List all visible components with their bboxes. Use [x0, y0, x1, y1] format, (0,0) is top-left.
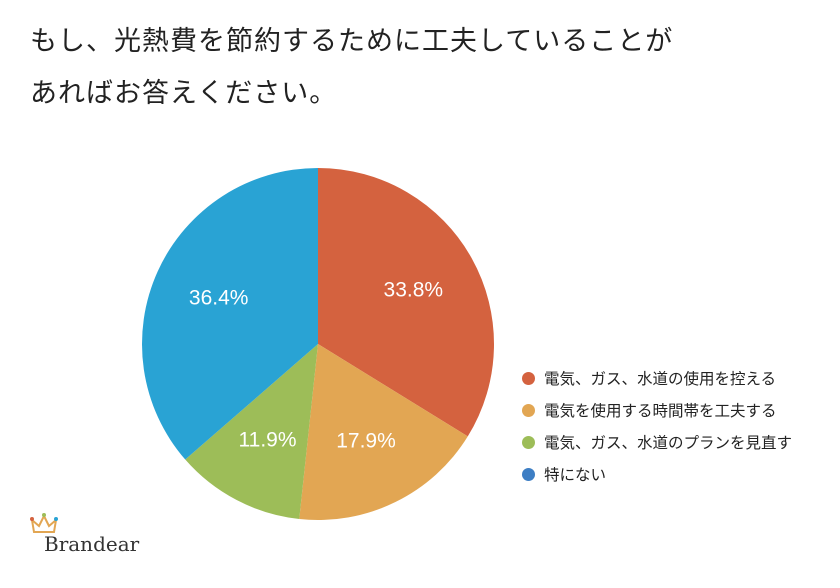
pie-slice [299, 344, 468, 520]
question-line-1: もし、光熱費を節約するために工夫していることが [30, 26, 674, 57]
brand-logo: Brandear [28, 512, 188, 562]
pie-slice [142, 168, 318, 460]
legend-label: 電気、ガス、水道のプランを見直す [544, 434, 793, 452]
legend-swatch [522, 371, 535, 385]
legend-label: 電気、ガス、水道の使用を控える [544, 370, 777, 388]
question-line-2: あればお答えください。 [30, 78, 338, 109]
slice-value-label: 33.8% [384, 278, 444, 301]
legend-swatch [522, 403, 535, 417]
slice-value-label: 11.9% [239, 428, 297, 451]
pie-slice [185, 344, 318, 519]
chart-legend: 電気、ガス、水道の使用を控える 電気を使用する時間帯を工夫する 電気、ガス、水道… [522, 362, 792, 490]
brand-name: Brandear [44, 532, 140, 556]
crown-icon [30, 513, 58, 533]
slice-value-label: 36.4% [189, 286, 249, 309]
question-title: もし、光熱費を節約するために工夫していることが あればお答えください。 [30, 16, 810, 120]
legend-item: 特にない [522, 458, 792, 490]
legend-item: 電気、ガス、水道の使用を控える [522, 362, 792, 394]
pie-slice [318, 168, 494, 437]
legend-swatch [522, 467, 535, 481]
legend-label: 特にない [544, 466, 607, 484]
legend-label: 電気を使用する時間帯を工夫する [544, 402, 777, 420]
legend-item: 電気を使用する時間帯を工夫する [522, 394, 792, 426]
slice-value-label: 17.9% [336, 430, 396, 453]
legend-item: 電気、ガス、水道のプランを見直す [522, 426, 792, 458]
legend-swatch [522, 435, 535, 449]
